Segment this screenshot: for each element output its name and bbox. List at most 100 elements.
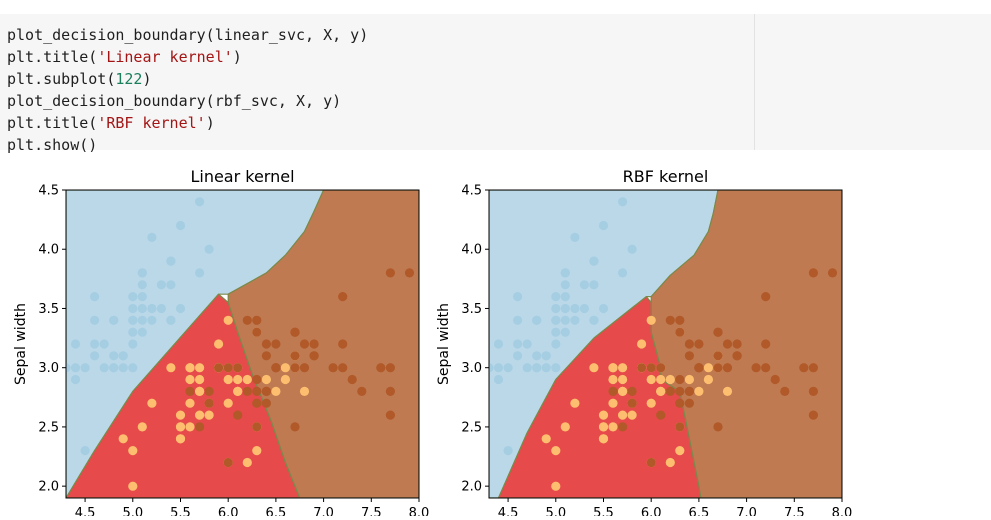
figure-canvas: Linear kernel 2.0 2.5 3.0 3.5 4.0 4.5 4.5 5.0 5.5… — [13, 167, 852, 520]
data-point-virginica — [751, 363, 761, 373]
data-point-virginica — [799, 363, 809, 373]
data-point-setosa — [493, 374, 504, 385]
data-point-versicolor — [185, 398, 195, 408]
data-point-setosa — [109, 363, 119, 373]
data-point-virginica — [722, 339, 733, 349]
code-cell[interactable]: plot_decision_boundary(linear_svc, X, y)… — [0, 14, 991, 154]
code-token: plot_decision_boundary(rbf_svc, X, y) — [7, 92, 342, 110]
data-point-versicolor — [703, 374, 714, 385]
data-point-virginica — [637, 363, 647, 373]
data-point-virginica — [252, 398, 262, 408]
data-point-virginica — [233, 410, 243, 420]
data-point-versicolor — [128, 481, 138, 491]
data-point-versicolor — [627, 410, 637, 420]
x-tick-label: 6.5 — [689, 506, 710, 516]
data-point-virginica — [761, 339, 771, 349]
data-point-versicolor — [618, 386, 628, 396]
data-point-virginica — [675, 386, 685, 396]
data-point-versicolor — [204, 410, 214, 420]
data-point-versicolor — [541, 434, 551, 444]
code-token: plt.show() — [7, 136, 98, 154]
data-point-virginica — [185, 386, 195, 396]
data-point-setosa — [137, 327, 147, 337]
data-point-virginica — [385, 363, 395, 373]
data-point-setosa — [598, 220, 609, 231]
data-point-virginica — [290, 363, 300, 373]
data-point-versicolor — [242, 374, 252, 385]
data-point-versicolor — [223, 398, 233, 408]
data-point-virginica — [780, 386, 790, 396]
data-point-setosa — [493, 339, 504, 349]
data-point-virginica — [713, 422, 723, 432]
data-point-setosa — [109, 315, 119, 325]
y-tick-label: 3.0 — [461, 361, 482, 376]
code-line: plt.show() — [7, 136, 97, 154]
data-point-setosa — [493, 363, 504, 373]
data-point-versicolor — [551, 481, 561, 491]
data-point-versicolor — [223, 374, 233, 385]
data-point-versicolor — [618, 410, 628, 420]
data-point-setosa — [503, 446, 513, 456]
data-point-virginica — [675, 398, 685, 408]
code-token: plt.title( — [7, 114, 98, 132]
data-point-virginica — [646, 363, 656, 373]
x-tick-label: 5.0 — [122, 506, 143, 516]
code-editor[interactable]: plot_decision_boundary(linear_svc, X, y)… — [7, 24, 368, 156]
data-point-virginica — [684, 351, 695, 361]
data-point-virginica — [808, 386, 819, 396]
data-point-virginica — [385, 268, 395, 278]
data-point-versicolor — [137, 422, 147, 432]
data-point-virginica — [732, 351, 742, 361]
chart-title: RBF kernel — [623, 167, 709, 186]
data-point-setosa — [489, 363, 494, 373]
data-point-setosa — [128, 292, 138, 302]
data-point-setosa — [513, 339, 523, 349]
data-point-setosa — [147, 315, 157, 325]
data-point-versicolor — [608, 398, 618, 408]
data-point-virginica — [204, 386, 214, 396]
data-point-setosa — [137, 303, 147, 314]
data-point-versicolor — [598, 434, 609, 444]
data-point-virginica — [385, 410, 395, 420]
y-tick-label: 4.5 — [38, 184, 59, 199]
data-point-versicolor — [233, 374, 243, 385]
data-point-setosa — [589, 256, 599, 266]
data-point-setosa — [156, 303, 166, 314]
chart-panel-2: RBF kernel 2.0 2.5 3.0 3.5 4.0 4.5 4.5 5.0 5.5 6.0… — [436, 167, 852, 520]
data-point-setosa — [90, 292, 100, 302]
x-tick-label: 4.5 — [498, 506, 519, 516]
data-point-setosa — [166, 256, 176, 266]
data-point-setosa — [195, 268, 205, 278]
y-axis-label: Sepal width — [13, 303, 29, 385]
data-point-setosa — [118, 363, 128, 373]
data-point-versicolor — [722, 386, 733, 396]
data-point-setosa — [128, 363, 138, 373]
data-point-virginica — [694, 339, 704, 349]
data-point-virginica — [261, 398, 271, 408]
data-point-setosa — [147, 232, 157, 242]
data-point-versicolor — [280, 374, 290, 385]
code-token: ) — [205, 114, 215, 132]
data-point-versicolor — [214, 339, 224, 349]
data-point-versicolor — [694, 386, 704, 396]
x-tick-label: 7.0 — [313, 506, 334, 516]
x-tick-label: 6.5 — [266, 506, 287, 516]
data-point-virginica — [252, 386, 262, 396]
data-point-setosa — [99, 363, 109, 373]
data-point-setosa — [532, 315, 542, 325]
data-point-setosa — [560, 280, 570, 290]
data-point-virginica — [223, 363, 233, 373]
x-tick-label: 5.5 — [170, 506, 191, 516]
data-point-versicolor — [128, 446, 138, 456]
data-point-virginica — [684, 339, 695, 349]
data-point-virginica — [713, 351, 723, 361]
data-point-setosa — [522, 339, 532, 349]
data-point-setosa — [560, 327, 570, 337]
data-point-setosa — [598, 303, 609, 314]
data-point-virginica — [808, 363, 819, 373]
data-point-virginica — [271, 363, 281, 373]
data-point-setosa — [551, 303, 561, 314]
data-point-versicolor — [185, 363, 195, 373]
data-point-setosa — [175, 220, 186, 231]
data-point-virginica — [338, 339, 348, 349]
